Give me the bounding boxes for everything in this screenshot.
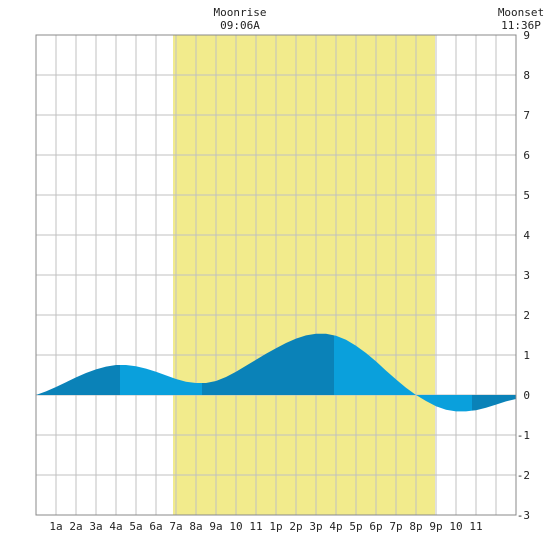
- x-tick-label: 10: [229, 520, 242, 533]
- y-tick-label: 0: [523, 389, 530, 402]
- y-tick-label: 8: [523, 69, 530, 82]
- tide-area-segment: [202, 333, 334, 395]
- moonset-header: Moonset 11:36P: [492, 6, 550, 32]
- tide-area-segment: [120, 365, 202, 395]
- y-tick-label: 7: [523, 109, 530, 122]
- x-tick-label: 8a: [189, 520, 202, 533]
- tide-area-segment: [334, 335, 472, 412]
- x-tick-label: 5p: [349, 520, 362, 533]
- x-tick-label: 4p: [329, 520, 342, 533]
- y-tick-label: 6: [523, 149, 530, 162]
- y-tick-label: 1: [523, 349, 530, 362]
- y-tick-label: 4: [523, 229, 530, 242]
- x-tick-label: 3p: [309, 520, 322, 533]
- x-tick-label: 8p: [409, 520, 422, 533]
- y-tick-label: 2: [523, 309, 530, 322]
- tide-area-segment: [472, 395, 516, 411]
- x-tick-label: 2a: [69, 520, 82, 533]
- moonset-time: 11:36P: [501, 19, 541, 32]
- y-tick-label: -3: [517, 509, 530, 522]
- y-tick-label: 9: [523, 29, 530, 42]
- tide-area-segment: [36, 365, 120, 395]
- x-tick-label: 10: [449, 520, 462, 533]
- x-tick-label: 7p: [389, 520, 402, 533]
- x-tick-label: 4a: [109, 520, 122, 533]
- y-tick-label: -1: [517, 429, 530, 442]
- x-tick-label: 1a: [49, 520, 62, 533]
- moonset-label: Moonset: [497, 6, 545, 19]
- x-tick-label: 3a: [89, 520, 102, 533]
- y-tick-label: -2: [517, 469, 530, 482]
- moonrise-label: Moonrise: [213, 6, 267, 19]
- moonrise-time: 09:06A: [220, 19, 260, 32]
- x-tick-label: 1p: [269, 520, 282, 533]
- x-tick-label: 2p: [289, 520, 302, 533]
- x-tick-label: 6p: [369, 520, 382, 533]
- y-tick-label: 3: [523, 269, 530, 282]
- plot-frame: [35, 34, 517, 516]
- x-tick-label: 11: [469, 520, 482, 533]
- x-tick-label: 9p: [429, 520, 442, 533]
- x-tick-label: 11: [249, 520, 262, 533]
- x-tick-label: 9a: [209, 520, 222, 533]
- moonrise-header: Moonrise 09:06A: [200, 6, 280, 32]
- x-tick-label: 6a: [149, 520, 162, 533]
- y-tick-label: 5: [523, 189, 530, 202]
- x-tick-label: 5a: [129, 520, 142, 533]
- x-tick-label: 7a: [169, 520, 182, 533]
